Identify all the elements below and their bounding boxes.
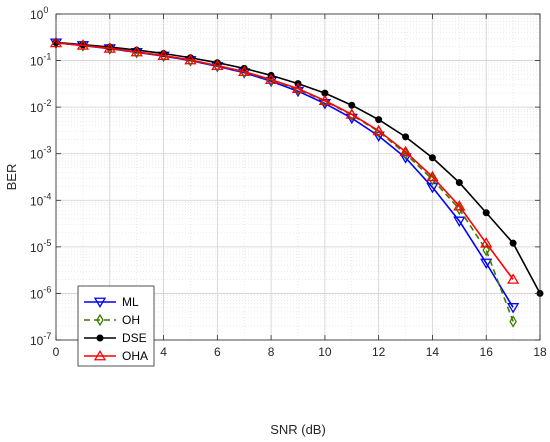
ticks	[55, 13, 541, 341]
data-point-ml	[480, 258, 493, 270]
data-point-oha	[426, 170, 439, 182]
data-point-oha	[238, 65, 251, 76]
y-tick-base: 10	[30, 287, 44, 301]
legend-entry-oha: OHA	[84, 349, 148, 363]
x-tick-label: 16	[480, 345, 494, 359]
x-tick-labels: 024681012141618	[53, 345, 547, 359]
legend-box	[77, 285, 155, 367]
data-point-dse	[455, 179, 463, 187]
data-point-oha	[157, 49, 170, 60]
y-tick-label: 10-5	[30, 238, 51, 255]
legend-marker	[93, 349, 107, 361]
data-point-ml	[291, 86, 305, 98]
series-line-oha	[55, 42, 514, 280]
data-point-dse	[348, 101, 356, 109]
legend-label: OHA	[122, 349, 148, 363]
data-point-ml	[372, 131, 385, 143]
y-tick-exponent: 0	[43, 5, 48, 15]
y-tick-base: 10	[30, 194, 44, 208]
y-tick-base: 10	[30, 148, 44, 162]
y-tick-label: 10-3	[30, 145, 51, 162]
data-point-ml	[506, 303, 520, 314]
data-point-oh	[482, 243, 490, 257]
y-tick-base: 10	[30, 55, 44, 69]
legend-marker	[96, 313, 104, 327]
data-point-oha	[130, 45, 143, 57]
data-point-ml	[453, 216, 466, 227]
data-point-oh	[455, 202, 464, 216]
data-point-dse	[375, 116, 383, 124]
legend-label: ML	[122, 295, 139, 309]
y-tick-base: 10	[30, 241, 44, 255]
y-tick-exponent: -4	[43, 191, 51, 201]
data-point-oh	[509, 315, 517, 328]
data-point-dse	[482, 209, 490, 217]
legend-marker	[93, 297, 107, 309]
data-point-oha	[211, 59, 224, 70]
data-point-oha	[399, 145, 412, 157]
y-tick-exponent: -6	[43, 284, 51, 294]
y-tick-exponent: -3	[43, 145, 51, 155]
x-tick-label: 14	[426, 345, 440, 359]
x-tick-label: 12	[372, 345, 386, 359]
plot-frame	[55, 13, 541, 341]
legend-entry-oh: OH	[84, 313, 140, 327]
y-tick-base: 10	[30, 8, 44, 22]
legend-label: DSE	[122, 331, 147, 345]
y-tick-exponent: -5	[43, 238, 51, 248]
legend: ML OH DSE OHA	[77, 285, 155, 367]
y-tick-label: 10-2	[30, 98, 51, 115]
y-tick-base: 10	[30, 334, 44, 348]
legend-entry-ml: ML	[84, 295, 139, 309]
x-tick-label: 10	[318, 345, 332, 359]
x-tick-label: 4	[160, 345, 167, 359]
y-tick-exponent: -1	[43, 52, 51, 62]
y-axis-label: BER	[4, 164, 19, 191]
data-point-oha	[318, 94, 332, 106]
data-point-oha	[372, 124, 385, 136]
y-tick-label: 10-4	[30, 191, 51, 208]
data-point-oha	[184, 53, 197, 65]
legend-marker	[96, 334, 104, 342]
data-point-dse	[402, 133, 410, 141]
y-tick-label: 10-1	[30, 52, 51, 69]
legend-entry-dse: DSE	[84, 331, 147, 345]
data-point-oha	[291, 82, 305, 94]
x-tick-label: 0	[53, 345, 60, 359]
data-point-oha	[453, 200, 466, 211]
data-point-oha	[76, 39, 90, 50]
legend-label: OH	[122, 313, 140, 327]
x-tick-label: 6	[214, 345, 221, 359]
y-tick-exponent: -7	[43, 331, 51, 341]
data-point-oh	[401, 147, 410, 160]
data-point-oha	[264, 73, 278, 85]
data-point-oha	[103, 42, 116, 53]
x-axis-label: SNR (dB)	[270, 422, 326, 437]
y-tick-label: 100	[30, 5, 48, 22]
data-point-dse	[428, 154, 436, 162]
y-tick-label: 10-7	[30, 331, 51, 348]
data-point-oha	[345, 108, 358, 119]
y-tick-base: 10	[30, 101, 44, 115]
y-tick-exponent: -2	[43, 98, 51, 108]
x-tick-label: 8	[268, 345, 275, 359]
data-point-oha	[506, 273, 520, 284]
x-tick-label: 18	[533, 345, 547, 359]
y-tick-label: 10-6	[30, 284, 51, 301]
data-point-oha	[480, 237, 493, 248]
data-point-dse	[509, 239, 517, 247]
